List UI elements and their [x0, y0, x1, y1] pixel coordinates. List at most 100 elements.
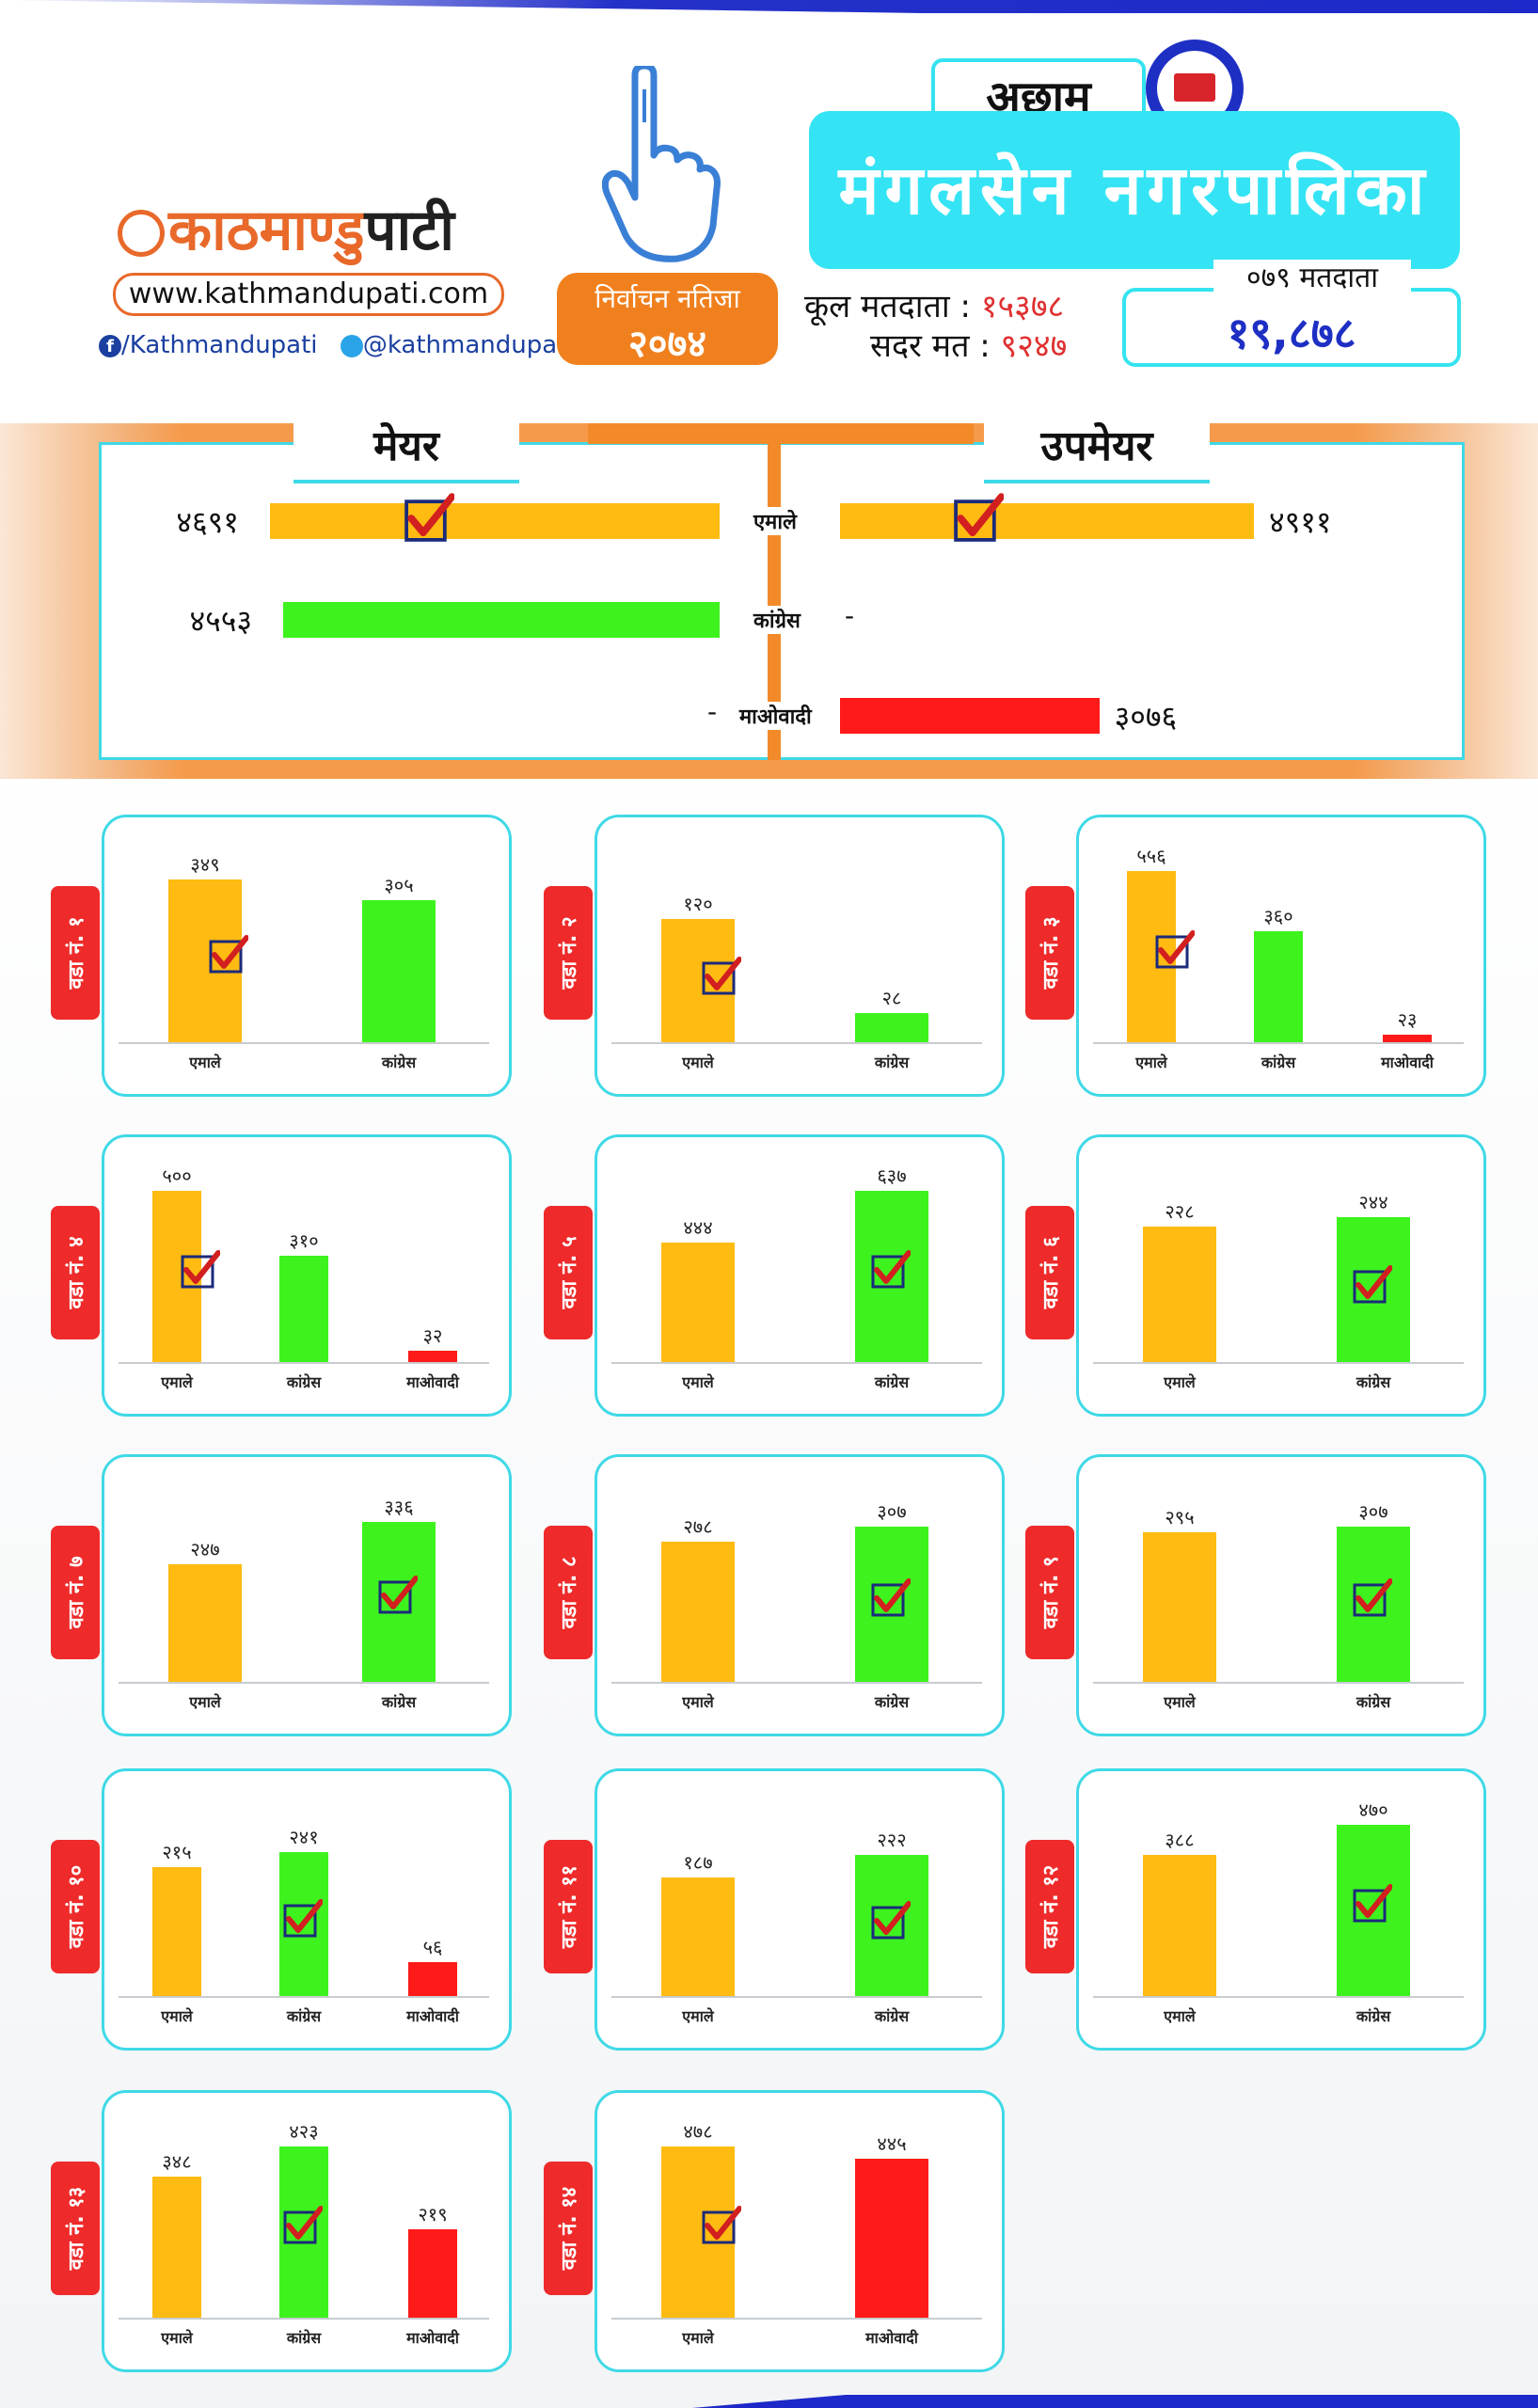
ward-winner-check-icon [209, 935, 248, 974]
bottom-accent-bar [691, 2395, 1538, 2408]
ward-tag: वडा नं. १४ [544, 2162, 593, 2295]
ward-winner-check-icon [871, 1249, 911, 1289]
ward-bar-value: २९५ [1165, 1506, 1195, 1529]
ward-bar-value: ४४४ [683, 1216, 713, 1240]
voters-079-value: १९,८७८ [1122, 288, 1461, 367]
ward-tag: वडा नं. १० [51, 1840, 100, 1973]
ward-baseline [611, 1362, 982, 1364]
ward-baseline [119, 1996, 489, 1998]
ward-party-label: कांग्रेस [874, 2007, 910, 2025]
facebook-handle[interactable]: /Kathmandupati [121, 331, 318, 359]
ward-party-label: एमाले [682, 2329, 714, 2347]
ward-bar [408, 2228, 457, 2318]
voter-stats: कूल मतदाता : १५३७८ सदर मत : ९२४७ [804, 287, 1067, 366]
ward-tag: वडा नं. ६ [1025, 1206, 1074, 1339]
party-label-center: कांग्रेस [748, 606, 806, 634]
ward-number-label: वडा नं. ७ [65, 1556, 88, 1629]
facebook-icon: f [99, 334, 121, 357]
ward-bar [152, 1867, 201, 1996]
site-logo[interactable]: काठमाण्डुपाटी [118, 198, 454, 263]
ward-bar-value: २२२ [877, 1829, 907, 1852]
ward-bar-value: ६३७ [877, 1164, 907, 1187]
ward-bar [661, 1243, 735, 1362]
ward-bar [1383, 1035, 1432, 1042]
ward-party-label: कांग्रेस [1356, 1373, 1391, 1391]
twitter-handle[interactable]: @kathmandupati1 [362, 331, 590, 359]
ward-bar-value: २२८ [1165, 1200, 1195, 1224]
ward-party-label: एमाले [189, 1054, 221, 1071]
ward-party-label: माओवादी [406, 2329, 459, 2347]
ward-bar-value: २८ [881, 987, 902, 1010]
ward-baseline [611, 2318, 982, 2320]
ward-winner-check-icon [181, 1249, 220, 1289]
ward-party-label: एमाले [682, 1054, 714, 1071]
deputy-value: ४९११ [1269, 504, 1332, 540]
ward-party-label: एमाले [682, 1373, 714, 1391]
ward-party-label: कांग्रेस [381, 1054, 417, 1071]
ward-number-label: वडा नं. ४ [65, 1236, 88, 1309]
ward-bar-value: १२० [683, 892, 713, 915]
election-year: २०७४ [627, 323, 707, 366]
ward-baseline [119, 1042, 489, 1044]
voting-finger-icon [602, 66, 721, 262]
ward-number-label: वडा नं. ११ [558, 1864, 581, 1949]
ward-card [102, 1454, 512, 1736]
ward-bar-value: ३०५ [384, 874, 414, 897]
ward-bar-value: ३४९ [190, 853, 220, 877]
ward-bar-value: २४७ [190, 1537, 220, 1560]
ward-baseline [1093, 1362, 1464, 1364]
election-badge: निर्वाचन नतिजा २०७४ [557, 273, 778, 366]
ward-party-label: माओवादी [406, 2007, 459, 2025]
ward-winner-check-icon [871, 1900, 911, 1940]
ward-tag: वडा नं. ७ [51, 1526, 100, 1659]
deputy-bar [840, 698, 1100, 734]
ward-tag: वडा नं. ५ [544, 1206, 593, 1339]
top-accent-bar [0, 0, 1538, 13]
valid-votes-label: सदर मत : [870, 327, 991, 365]
mayor-bar [270, 503, 720, 539]
ward-bar-value: ३६० [1263, 905, 1293, 928]
deputy-bar [840, 503, 1254, 539]
ward-party-label: एमाले [161, 2007, 193, 2025]
ward-winner-check-icon [702, 956, 741, 995]
logo-icon [118, 210, 165, 258]
ward-party-label: कांग्रेस [874, 1693, 910, 1711]
ward-party-label: कांग्रेस [874, 1054, 910, 1071]
ward-winner-check-icon [1353, 1883, 1392, 1923]
ward-bar [661, 1877, 735, 1996]
ward-number-label: वडा नं. १३ [65, 2186, 88, 2271]
ward-winner-check-icon [871, 1578, 911, 1617]
party-label-center: माओवादी [734, 702, 817, 730]
ward-party-label: एमाले [1164, 1693, 1196, 1711]
ward-tag: वडा नं. १ [51, 886, 100, 1020]
ward-bar [1143, 1854, 1216, 1996]
ward-tag: वडा नं. ९ [1025, 1526, 1074, 1659]
ward-bar [408, 1962, 457, 1996]
mayor-bar [283, 602, 720, 638]
ward-bar [152, 2177, 201, 2318]
ward-number-label: वडा नं. १४ [558, 2186, 581, 2271]
ward-party-label: कांग्रेस [381, 1693, 417, 1711]
mayor-value: ४५५३ [189, 603, 252, 639]
ward-baseline [119, 1362, 489, 1364]
ward-bar [279, 1256, 328, 1362]
deputy-winner-check-icon [954, 493, 1004, 542]
social-links: f/Kathmandupati @kathmandupati1 [99, 331, 589, 359]
ward-bar-value: २१९ [418, 2202, 448, 2226]
ward-bar-value: ३४८ [162, 2150, 192, 2174]
election-label: निर्वाचन नतिजा [595, 283, 740, 314]
ward-bar-value: ३०७ [1358, 1499, 1388, 1523]
ward-bar [855, 1013, 928, 1042]
ward-party-label: एमाले [1164, 2007, 1196, 2025]
ward-winner-check-icon [1353, 1578, 1392, 1617]
voters-079-label: ०७९ मतदाता [1213, 260, 1411, 297]
logo-text-orange: काठमाण्डु [168, 198, 365, 263]
website-link[interactable]: www.kathmandupati.com [113, 273, 504, 316]
ward-tag: वडा नं. २ [544, 886, 593, 1020]
ward-bar-value: ३८८ [1165, 1828, 1195, 1851]
total-voters-label: कूल मतदाता : [804, 288, 971, 325]
ward-bar [1143, 1227, 1216, 1362]
ward-baseline [1093, 1682, 1464, 1684]
ward-number-label: वडा नं. १२ [1039, 1864, 1063, 1949]
ward-bar [1254, 931, 1303, 1042]
